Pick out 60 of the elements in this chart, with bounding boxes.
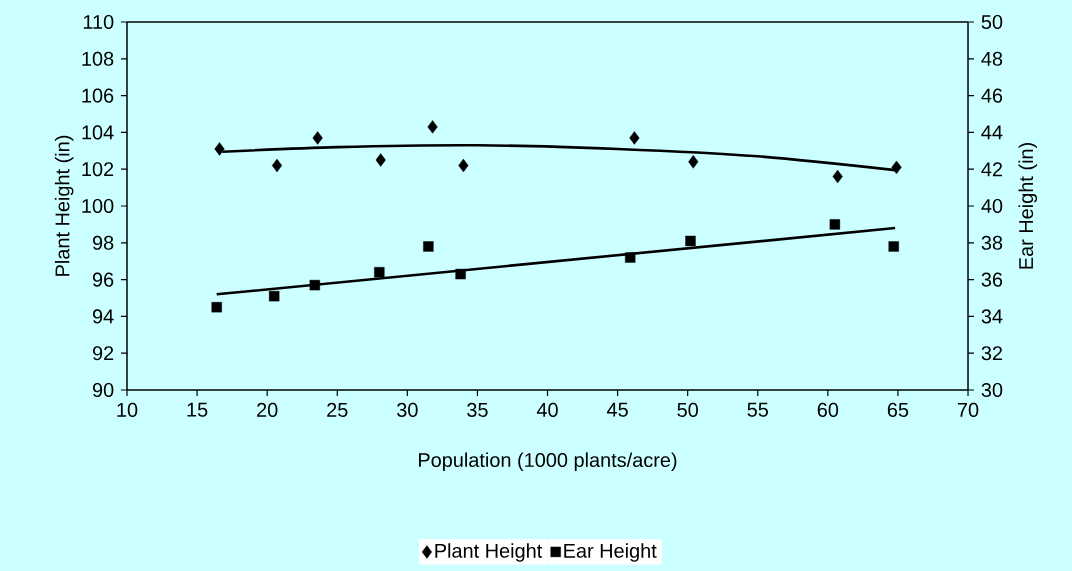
y2-tick-label: 46 (981, 88, 1003, 103)
x-tick-label: 70 (957, 402, 979, 417)
point (214, 142, 225, 156)
x-tick-label: 25 (327, 402, 348, 417)
y2-tick-label: 48 (981, 51, 1003, 66)
point (685, 235, 696, 247)
y-tick-label: 108 (82, 51, 114, 66)
y-tick-label: 92 (92, 346, 114, 361)
y2-tick-label: 32 (981, 346, 1003, 361)
y-tick-label: 90 (92, 382, 114, 398)
y2-tick-label: 44 (981, 125, 1003, 140)
x-tick-label: 40 (536, 402, 558, 417)
y-tick-label: 100 (82, 198, 114, 214)
point (309, 279, 321, 291)
y-tick-label: 104 (82, 125, 114, 140)
y2-tick-label: 38 (981, 235, 1003, 250)
point (375, 153, 386, 167)
y-tick-label: 98 (92, 235, 114, 250)
y2-tick-label: 40 (981, 198, 1003, 214)
point (688, 155, 699, 169)
x-axis-title: Population (1000 plants/acre) (418, 452, 677, 472)
y2-axis-title: Ear Height (in) (1018, 143, 1038, 269)
y-tick-label: 106 (82, 88, 114, 103)
point (271, 158, 283, 173)
y-tick-label: 94 (92, 309, 114, 324)
x-tick-label: 35 (467, 402, 488, 417)
x-tick-label: 10 (117, 402, 138, 417)
point (888, 241, 899, 252)
x-tick-label: 45 (606, 402, 628, 417)
point (312, 131, 323, 145)
x-tick-label: 55 (747, 402, 769, 417)
y2-tick-label: 36 (981, 272, 1003, 287)
y2-tick-label: 34 (981, 309, 1003, 324)
y2-tick-label: 50 (981, 14, 1003, 30)
point (374, 267, 385, 278)
point (269, 290, 280, 302)
x-tick-label: 20 (257, 402, 278, 417)
point (458, 158, 469, 173)
y-tick-label: 110 (83, 14, 114, 30)
y-tick-label: 96 (92, 272, 114, 287)
x-tick-label: 65 (887, 402, 909, 417)
x-tick-label: 60 (817, 402, 839, 417)
x-tick-label: 15 (187, 402, 208, 417)
point (625, 252, 636, 263)
legend-label: Plant Height (435, 543, 543, 562)
legend-label: Ear Height (564, 543, 657, 562)
point (427, 120, 438, 134)
y-tick-label: 102 (82, 162, 114, 177)
x-tick-label: 30 (397, 402, 418, 417)
y-axis-title: Plant Height (in) (54, 135, 74, 276)
point (423, 241, 434, 252)
y2-tick-label: 30 (981, 382, 1003, 398)
x-tick-label: 50 (677, 402, 698, 417)
point (455, 268, 466, 280)
point (832, 169, 843, 184)
point (211, 302, 222, 313)
point (891, 160, 902, 175)
y2-tick-label: 42 (981, 162, 1003, 177)
point (629, 131, 640, 145)
point (829, 219, 841, 230)
